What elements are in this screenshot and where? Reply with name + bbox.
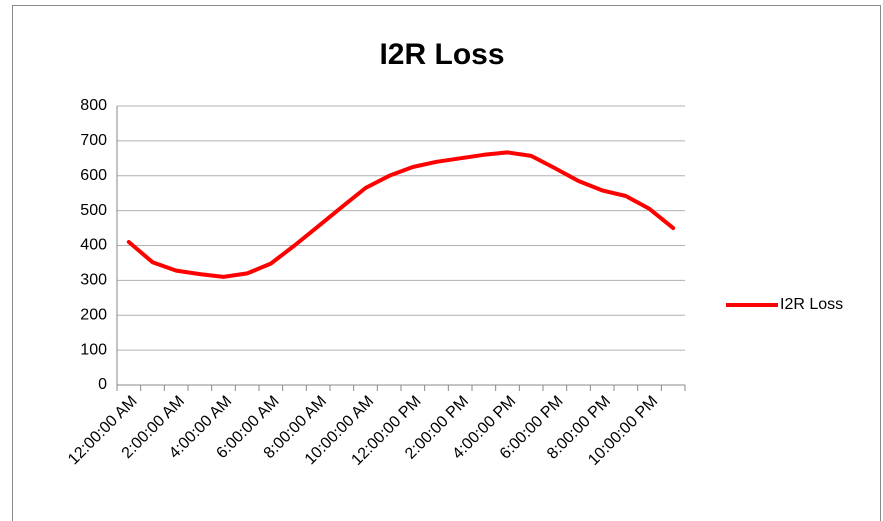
y-tick-label: 300: [80, 272, 107, 289]
y-tick-label: 400: [80, 237, 107, 254]
y-tick-label: 800: [80, 97, 107, 114]
y-tick-label: 100: [80, 341, 107, 358]
y-tick-label: 700: [80, 132, 107, 149]
chart-title: I2R Loss: [379, 38, 504, 71]
y-tick-label: 500: [80, 202, 107, 219]
series-line: [126, 150, 676, 279]
legend-label: I2R Loss: [780, 296, 843, 313]
y-tick-label: 0: [98, 376, 107, 393]
y-tick-label: 600: [80, 167, 107, 184]
y-tick-label: 200: [80, 306, 107, 323]
